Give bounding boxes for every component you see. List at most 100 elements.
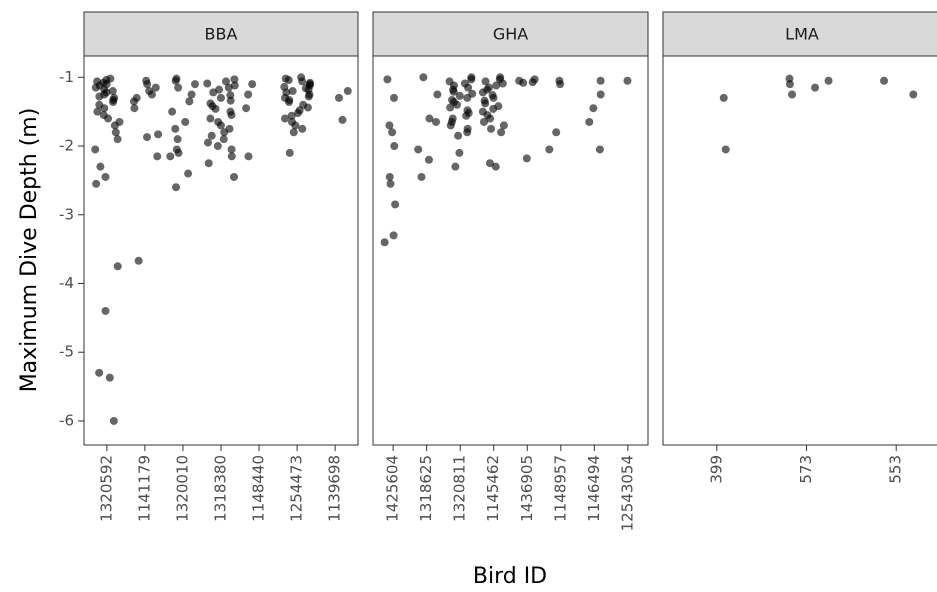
point	[455, 148, 464, 157]
point	[824, 76, 833, 85]
point	[209, 88, 218, 97]
point	[174, 83, 183, 92]
point	[113, 262, 122, 271]
point	[143, 80, 152, 89]
point	[173, 135, 182, 144]
point	[298, 77, 307, 86]
point	[419, 73, 428, 82]
point	[104, 114, 113, 123]
point	[134, 256, 143, 265]
point	[556, 80, 565, 89]
x-tick-label: 1425604	[384, 455, 402, 522]
point	[287, 111, 296, 120]
point	[211, 104, 220, 113]
point	[108, 87, 117, 96]
y-axis-title: Maximum Dive Depth (m)	[17, 108, 42, 393]
point	[216, 93, 225, 102]
point	[185, 97, 194, 106]
x-tick-label: 1436905	[518, 455, 536, 522]
point	[463, 128, 472, 137]
point	[204, 159, 213, 168]
point	[219, 135, 228, 144]
point	[487, 124, 496, 133]
point	[425, 114, 434, 123]
point	[285, 98, 294, 107]
point	[338, 115, 347, 124]
point	[909, 90, 918, 99]
point	[492, 81, 501, 90]
point	[552, 128, 561, 137]
x-tick-label: 573	[797, 455, 815, 484]
point	[545, 145, 554, 154]
point	[385, 172, 394, 181]
point	[589, 104, 598, 113]
strip-background	[662, 11, 937, 57]
point	[207, 131, 216, 140]
point	[596, 76, 605, 85]
point	[389, 93, 398, 102]
point	[289, 128, 298, 137]
point	[216, 121, 225, 130]
point	[431, 117, 440, 126]
point	[304, 92, 313, 101]
point	[719, 93, 728, 102]
point	[464, 83, 473, 92]
point	[244, 90, 253, 99]
point	[100, 104, 109, 113]
point	[113, 135, 122, 144]
x-tick-label: 1320811	[451, 455, 469, 522]
y-tick-label: -2	[59, 137, 74, 155]
x-tick-label: 1141179	[135, 455, 153, 522]
point	[417, 172, 426, 181]
x-tick-label: 1318625	[417, 455, 435, 522]
panel	[662, 55, 937, 446]
point	[93, 107, 102, 116]
point	[227, 111, 236, 120]
point	[147, 90, 156, 99]
panel	[372, 55, 649, 446]
point	[242, 104, 251, 113]
point	[244, 152, 253, 161]
strip-label: GHA	[493, 25, 528, 44]
point	[499, 121, 508, 130]
point	[248, 80, 257, 89]
point	[478, 88, 487, 97]
point	[288, 87, 297, 96]
strip-label: BBA	[205, 25, 238, 44]
point	[452, 100, 461, 109]
y-tick-label: -4	[59, 274, 74, 292]
point	[486, 114, 495, 123]
point	[174, 148, 183, 157]
point	[109, 416, 118, 425]
x-tick-label: 1146494	[585, 455, 603, 522]
point	[498, 79, 507, 88]
point	[585, 117, 594, 126]
y-tick-label: -1	[59, 68, 74, 86]
point	[227, 152, 236, 161]
x-tick-label: 1148957	[551, 455, 569, 522]
point	[130, 104, 139, 113]
point	[721, 145, 730, 154]
point	[462, 111, 471, 120]
point	[595, 145, 604, 154]
point	[222, 77, 231, 86]
point	[285, 148, 294, 157]
point	[96, 162, 105, 171]
point	[154, 130, 163, 139]
point	[230, 81, 239, 90]
point	[811, 83, 820, 92]
x-tick-label: 1254473	[288, 455, 306, 522]
point	[303, 103, 312, 112]
point	[390, 142, 399, 151]
point	[446, 103, 455, 112]
y-tick-label: -3	[59, 205, 74, 223]
strip-background	[372, 11, 649, 57]
point	[172, 183, 181, 192]
point	[880, 76, 889, 85]
point	[109, 98, 118, 107]
point	[385, 121, 394, 130]
point	[143, 133, 152, 142]
x-tick-label: 553	[887, 455, 905, 484]
point	[334, 93, 343, 102]
